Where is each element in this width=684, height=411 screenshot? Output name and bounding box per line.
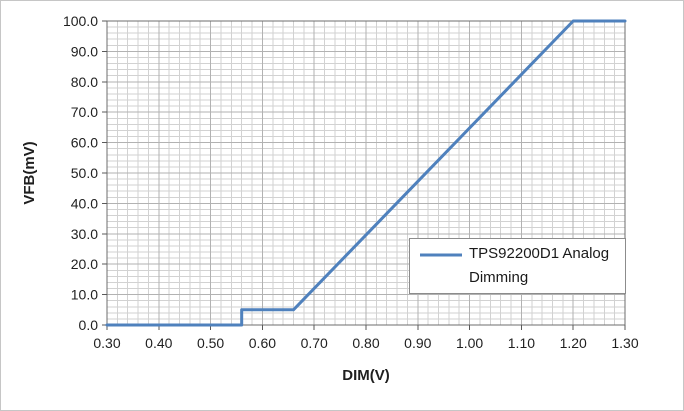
y-tick-label: 10.0 [71, 287, 98, 303]
x-tick-label: 0.50 [197, 335, 224, 351]
axis-tick-marks [102, 20, 626, 330]
y-tick-label: 90.0 [71, 43, 98, 59]
legend-line-sample [420, 253, 462, 257]
y-tick-label: 100.0 [63, 13, 98, 29]
x-tick-label: 1.10 [508, 335, 535, 351]
y-tick-label: 0.0 [79, 317, 99, 333]
y-tick-label: 80.0 [71, 74, 98, 90]
y-tick-label: 40.0 [71, 195, 98, 211]
y-tick-label: 20.0 [71, 256, 98, 272]
x-tick-label: 0.60 [249, 335, 276, 351]
legend-label: TPS92200D1 Analog Dimming [469, 245, 610, 286]
y-tick-label: 60.0 [71, 135, 98, 151]
x-tick-labels: 0.30 0.40 0.50 0.60 0.70 0.80 0.90 1.00 1.10 1.20… [93, 335, 638, 351]
series-line [105, 19, 627, 327]
x-tick-label: 0.70 [301, 335, 328, 351]
legend: TPS92200D1 Analog Dimming [409, 238, 626, 294]
y-axis-title: VFB(mV) [21, 141, 38, 204]
x-tick-label: 1.00 [456, 335, 483, 351]
y-tick-label: 50.0 [71, 165, 98, 181]
x-tick-label: 1.30 [611, 335, 638, 351]
x-tick-label: 0.40 [145, 335, 172, 351]
x-tick-label: 0.90 [404, 335, 431, 351]
x-axis-title: DIM(V) [342, 367, 390, 384]
y-tick-label: 70.0 [71, 104, 98, 120]
x-tick-label: 0.80 [352, 335, 379, 351]
y-tick-labels: 0.0 10.0 20.0 30.0 40.0 50.0 60.0 70.0 80.0 90.0 1… [63, 13, 98, 333]
x-tick-label: 1.20 [560, 335, 587, 351]
y-tick-label: 30.0 [71, 226, 98, 242]
x-tick-label: 0.30 [93, 335, 120, 351]
